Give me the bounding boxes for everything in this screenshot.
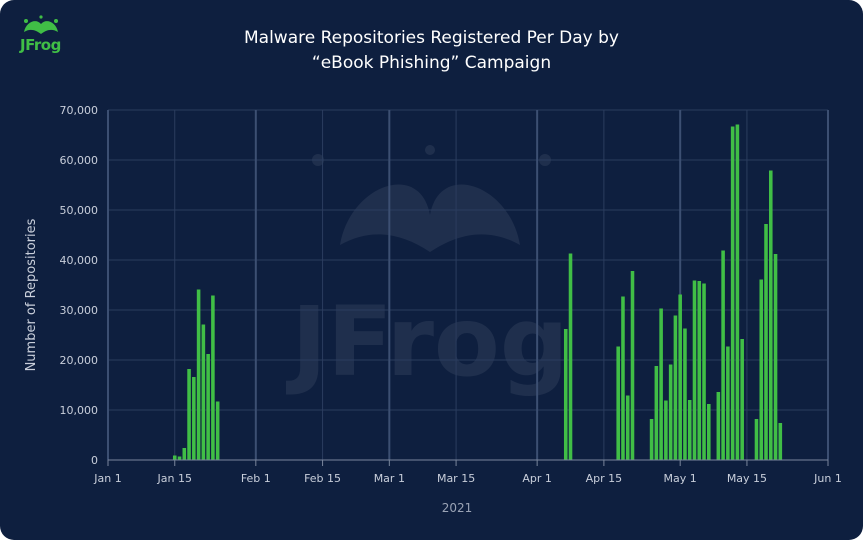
bar (759, 279, 764, 460)
bar (668, 364, 673, 460)
x-tick-label: May 1 (664, 472, 697, 485)
x-tick-label: Feb 1 (241, 472, 271, 485)
bar (215, 401, 220, 460)
x-tick-label: May 15 (727, 472, 767, 485)
bar (206, 354, 210, 460)
x-tick-label: Mar 15 (437, 472, 475, 485)
bar (683, 328, 687, 460)
y-tick-label: 20,000 (60, 354, 99, 367)
y-tick-label: 10,000 (60, 404, 99, 417)
x-tick-label: Mar 1 (374, 472, 405, 485)
bar (563, 329, 568, 460)
bar (616, 346, 620, 460)
y-tick-label: 70,000 (60, 104, 99, 117)
bar (659, 308, 663, 460)
bar (730, 126, 735, 460)
bar (625, 395, 630, 460)
y-tick-label: 50,000 (60, 204, 99, 217)
x-tick-label: Feb 15 (304, 472, 341, 485)
jfrog-logo-icon (24, 15, 58, 34)
bar (177, 456, 182, 460)
bar (630, 271, 635, 460)
bar (687, 400, 692, 460)
bar (211, 295, 215, 460)
chart-title-line-2: “eBook Phishing” Campaign (311, 53, 552, 73)
bar (721, 250, 725, 460)
watermark-text: JFrog (285, 286, 568, 398)
bar (735, 124, 740, 460)
bar (764, 224, 768, 460)
x-axis-title: 2021 (442, 501, 473, 515)
y-tick-label: 60,000 (60, 154, 99, 167)
bar (716, 392, 721, 460)
y-tick-label: 0 (91, 454, 98, 467)
bars (172, 124, 783, 460)
x-tick-label: Apr 1 (522, 472, 552, 485)
bar (201, 324, 206, 460)
bar (182, 448, 187, 460)
chart-title-line-1: Malware Repositories Registered Per Day … (244, 28, 619, 48)
bar (773, 254, 778, 460)
bar (192, 377, 196, 460)
x-tick-label: Apr 15 (586, 472, 623, 485)
x-tick-label: Jan 15 (157, 472, 192, 485)
bar (187, 369, 191, 460)
axes: 0 10,000 20,000 30,000 40,000 50,000 60,000 70,… (60, 104, 842, 485)
jfrog-logo-text: JFrog (20, 36, 61, 54)
x-tick-label: Jun 1 (813, 472, 842, 485)
bar (726, 346, 730, 460)
bar (697, 281, 702, 460)
bar (707, 404, 711, 460)
bar (754, 419, 759, 460)
bar (196, 289, 201, 460)
bar (673, 315, 678, 460)
x-tick-label: Jan 1 (93, 472, 121, 485)
bar (621, 296, 625, 460)
bar (678, 294, 682, 460)
bar (654, 366, 659, 460)
jfrog-watermark: JFrog (285, 145, 569, 398)
bar (664, 400, 668, 460)
bar (568, 253, 573, 460)
y-tick-label: 30,000 (60, 304, 99, 317)
chart-title: Malware Repositories Registered Per Day … (0, 26, 863, 76)
bar (702, 283, 706, 460)
bar (768, 170, 773, 460)
bar (692, 280, 697, 460)
bar (172, 455, 177, 460)
grid-lines (107, 109, 829, 460)
bar (740, 339, 744, 460)
y-axis-title: Number of Repositories (24, 218, 39, 371)
bar (649, 419, 654, 460)
y-tick-label: 40,000 (60, 254, 99, 267)
bar (778, 423, 783, 460)
